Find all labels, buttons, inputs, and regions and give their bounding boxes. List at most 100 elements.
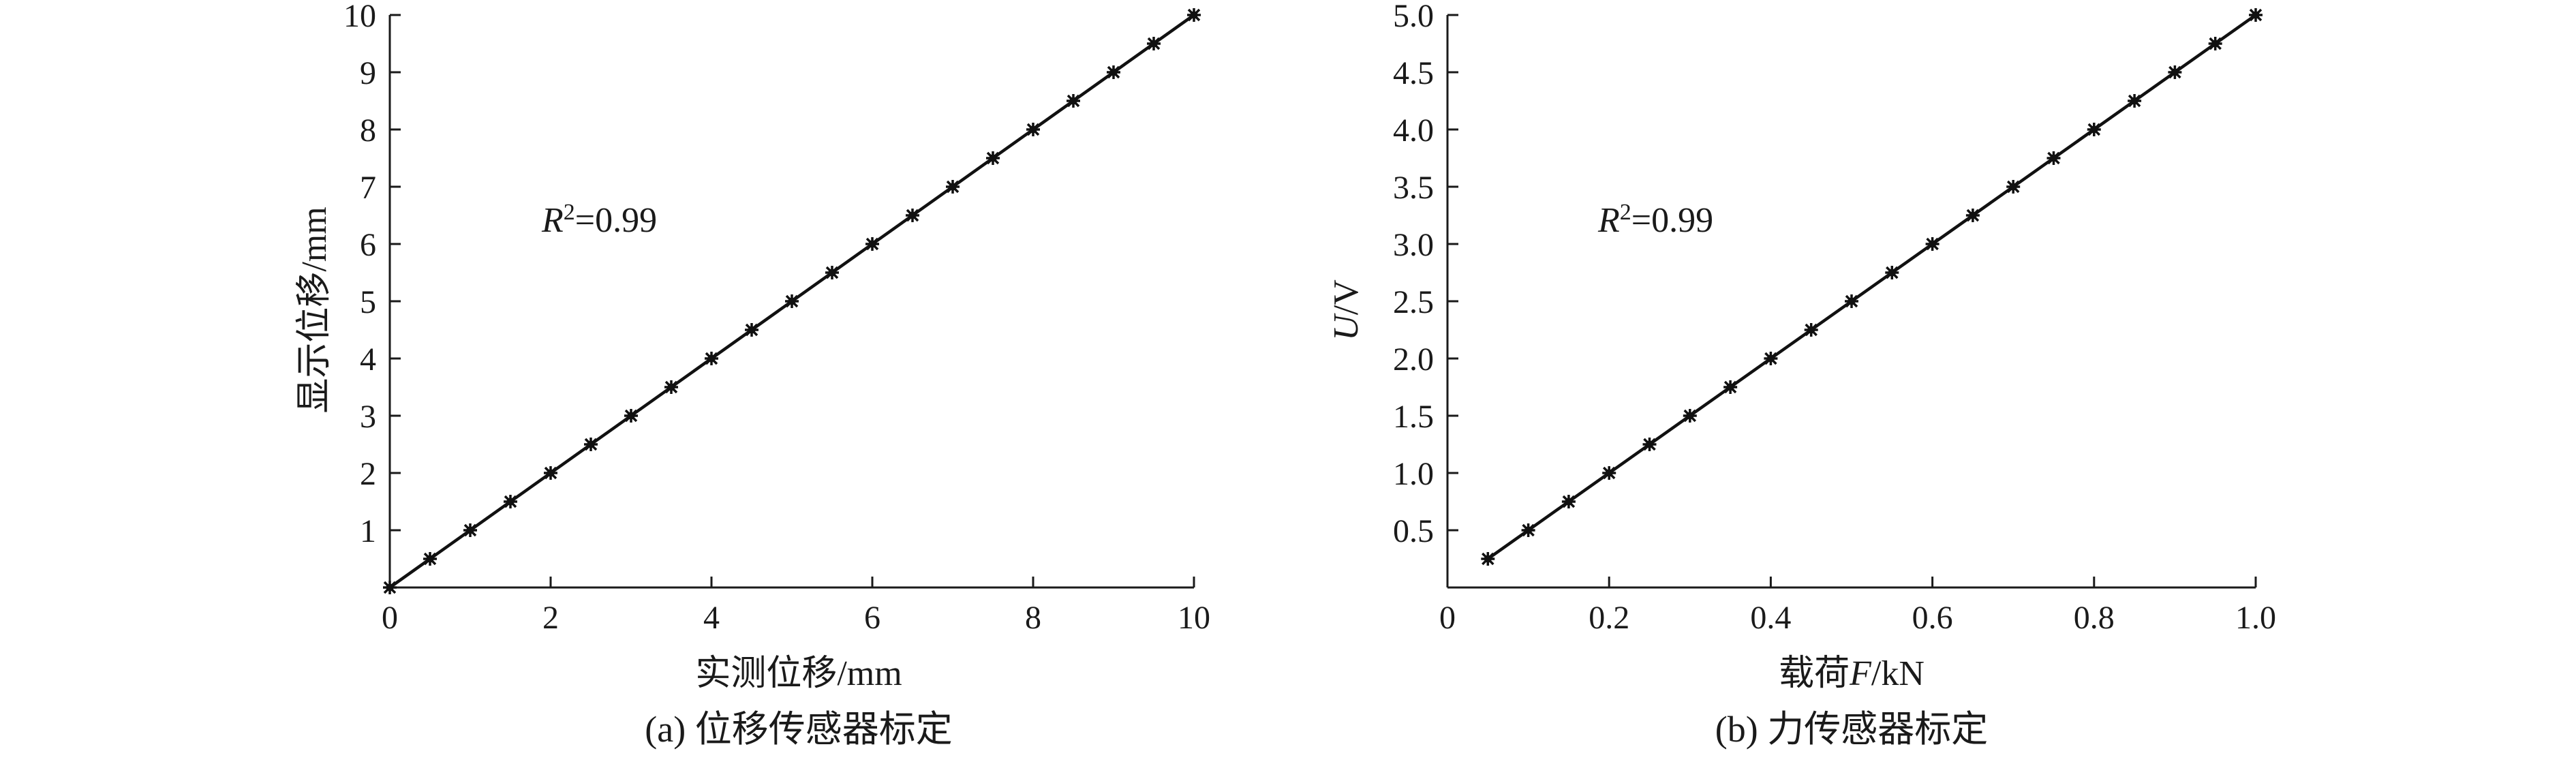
- panel-b-force-calibration: 0 0.2 0.4 0.6 0.8 1.0 0.5 1.0 1.5 2.0 2.5 3.0 3.5 4.…: [1327, 0, 2276, 750]
- panel-a-points: [383, 8, 1201, 594]
- panel-b-data-point: [1723, 380, 1738, 394]
- panel-a-y-tick-label: 5: [360, 284, 376, 320]
- panel-a-data-point: [463, 523, 477, 537]
- panel-a-data-point: [1026, 123, 1040, 136]
- panel-b-r-superscript: 2: [1620, 200, 1631, 225]
- panel-b-data-point: [2128, 94, 2142, 108]
- panel-a-data-point: [745, 323, 758, 337]
- panel-b-points: [1481, 8, 2263, 566]
- panel-b-data-point: [1642, 438, 1657, 451]
- panel-b-y-tick-label: 5.0: [1393, 0, 1434, 34]
- panel-a-x-tick-labels: 0 2 4 6 8 10: [382, 600, 1210, 636]
- panel-b-data-point: [1965, 209, 1980, 222]
- panel-a-y-tick-label: 7: [360, 170, 376, 206]
- panel-b-data-point: [2249, 8, 2263, 22]
- panel-a-y-tick-label: 4: [360, 341, 376, 378]
- panel-a-data-point: [1147, 37, 1161, 50]
- panel-a-data-point: [624, 409, 638, 423]
- panel-a-data-point: [584, 438, 598, 451]
- panel-a-x-tick-label: 6: [864, 600, 880, 636]
- panel-a-data-point: [785, 294, 799, 308]
- panel-a-data-point: [865, 237, 879, 251]
- panel-a-data-point: [664, 380, 678, 394]
- panel-b-x-tick-labels: 0 0.2 0.4 0.6 0.8 1.0: [1439, 600, 2276, 636]
- panel-b-x-tick-label: 0.8: [2074, 600, 2115, 636]
- panel-b-data-point: [1521, 523, 1535, 537]
- panel-b-data-point: [2087, 123, 2101, 136]
- panel-a-y-tick-label: 1: [360, 513, 376, 549]
- panel-a-x-tick-label: 8: [1025, 600, 1041, 636]
- panel-a-data-point: [423, 552, 437, 566]
- panel-b-data-point: [2046, 151, 2061, 165]
- panel-b-x-title-part-1: 载荷: [1779, 654, 1850, 693]
- panel-a-r-squared-annotation: R2=0.99: [541, 200, 657, 240]
- panel-b-data-point: [1845, 294, 1858, 308]
- panel-b-data-point: [2006, 180, 2021, 194]
- panel-b-x-tick-label: 1.0: [2235, 600, 2276, 636]
- panel-a-data-point: [946, 180, 960, 194]
- panel-b-x-title-var: F: [1849, 654, 1872, 693]
- panel-a-y-tick-label: 10: [343, 0, 376, 34]
- panel-a-data-point: [1187, 8, 1201, 22]
- panel-a-data-point: [544, 466, 557, 480]
- panel-b-data-point: [1683, 409, 1697, 423]
- panel-b-data-point: [1481, 552, 1495, 566]
- panel-b-data-point: [1764, 352, 1778, 365]
- panel-b-x-axis-title: 载荷F/kN: [1779, 654, 1925, 693]
- panel-a-r-symbol: R: [541, 201, 564, 240]
- panel-b-y-tick-label: 3.5: [1393, 170, 1434, 206]
- panel-b-x-tick-label: 0: [1439, 600, 1456, 636]
- panel-b-y-tick-label: 2.0: [1393, 341, 1434, 378]
- panel-b-y-tick-label: 1.5: [1393, 399, 1434, 435]
- panel-b-x-tick-label: 0.6: [1912, 600, 1953, 636]
- panel-b-data-point: [1561, 495, 1576, 508]
- panel-a-y-tick-label: 6: [360, 227, 376, 263]
- panel-b-y-title-unit: /V: [1327, 279, 1366, 315]
- panel-a-x-tick-label: 4: [703, 600, 720, 636]
- panel-a-data-point: [504, 495, 517, 508]
- panel-b-y-tick-labels: 0.5 1.0 1.5 2.0 2.5 3.0 3.5 4.0 4.5 5.0: [1393, 0, 1434, 549]
- panel-b-y-title-var: U: [1327, 313, 1366, 341]
- panel-a-r-superscript: 2: [564, 200, 575, 225]
- panel-a-y-tick-label: 8: [360, 112, 376, 149]
- panel-a-x-tick-label: 2: [542, 600, 559, 636]
- panel-b-data-point: [1602, 466, 1616, 480]
- panel-b-data-point: [1804, 323, 1818, 337]
- panel-a-data-point: [1067, 94, 1080, 108]
- panel-a-x-tick-label: 0: [382, 600, 398, 636]
- panel-b-data-point: [1925, 237, 1939, 251]
- panel-b-caption: (b) 力传感器标定: [1715, 709, 1988, 750]
- panel-b-fit-line-group: [1486, 14, 2257, 560]
- panel-a-y-tick-labels: 1 2 3 4 5 6 7 8 9 10: [343, 0, 376, 549]
- panel-a-data-point: [1107, 65, 1120, 79]
- panel-b-axes: [1446, 14, 2257, 589]
- panel-b-y-tick-label: 2.5: [1393, 284, 1434, 320]
- panel-a-caption: (a) 位移传感器标定: [645, 709, 952, 750]
- panel-a-x-tick-label: 10: [1178, 600, 1210, 636]
- panel-b-x-tick-label: 0.2: [1589, 600, 1629, 636]
- panel-b-data-point: [2208, 37, 2222, 50]
- panel-b-y-tick-label: 0.5: [1393, 513, 1434, 549]
- panel-a-data-point: [383, 581, 397, 594]
- panel-b-x-title-unit: /kN: [1871, 654, 1925, 693]
- panel-a-y-tick-label: 9: [360, 55, 376, 91]
- panel-b-data-point: [2168, 65, 2182, 79]
- panel-b-r-symbol: R: [1597, 201, 1620, 240]
- panel-a-y-tick-label: 3: [360, 399, 376, 435]
- panel-a-y-tick-label: 2: [360, 456, 376, 492]
- panel-b-y-tick-label: 4.5: [1393, 55, 1434, 91]
- panel-b-r-squared-annotation: R2=0.99: [1597, 200, 1713, 240]
- panel-b-y-tick-label: 3.0: [1393, 227, 1434, 263]
- panel-a-r-value: =0.99: [575, 201, 657, 240]
- panel-a-axes: [388, 14, 1195, 589]
- panel-b-fit-line: [1486, 14, 2257, 560]
- panel-a-data-point: [705, 352, 718, 365]
- panel-a-x-axis-title: 实测位移/mm: [695, 654, 902, 693]
- panel-b-data-point: [1885, 266, 1899, 279]
- panel-b-y-tick-label: 4.0: [1393, 112, 1434, 149]
- panel-b-x-tick-label: 0.4: [1750, 600, 1791, 636]
- panel-a-data-point: [986, 151, 1000, 165]
- panel-a-data-point: [825, 266, 839, 279]
